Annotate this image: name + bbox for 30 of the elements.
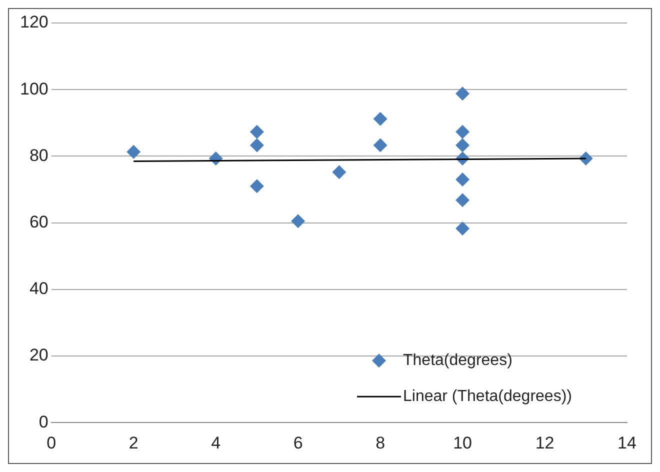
legend-label: Theta(degrees) <box>403 352 512 370</box>
legend-label: Linear (Theta(degrees)) <box>403 388 572 406</box>
x-tick-label: 10 <box>453 433 472 452</box>
y-tick-label: 40 <box>29 279 48 298</box>
y-tick-label: 20 <box>29 346 48 365</box>
point <box>456 86 470 101</box>
point <box>291 214 306 228</box>
point <box>126 144 141 159</box>
point <box>456 138 470 152</box>
point <box>250 138 264 152</box>
x-tick-label: 12 <box>535 433 554 452</box>
point <box>456 124 470 139</box>
x-tick-label: 8 <box>376 433 386 452</box>
y-tick-label: 0 <box>38 412 48 432</box>
point <box>332 165 346 180</box>
point <box>456 221 470 236</box>
point <box>373 138 388 152</box>
y-tick-label: 120 <box>20 12 48 32</box>
x-tick-label: 6 <box>293 433 303 452</box>
point <box>250 179 264 194</box>
point <box>250 124 264 139</box>
x-tick-label: 4 <box>211 433 221 452</box>
y-tick-label: 100 <box>20 79 48 98</box>
point <box>373 112 388 126</box>
x-tick-label: 2 <box>128 433 138 452</box>
point <box>456 193 470 208</box>
y-tick-label: 60 <box>29 212 48 232</box>
point <box>456 172 470 187</box>
x-tick-label: 14 <box>618 433 636 452</box>
y-tick-label: 80 <box>29 146 48 165</box>
